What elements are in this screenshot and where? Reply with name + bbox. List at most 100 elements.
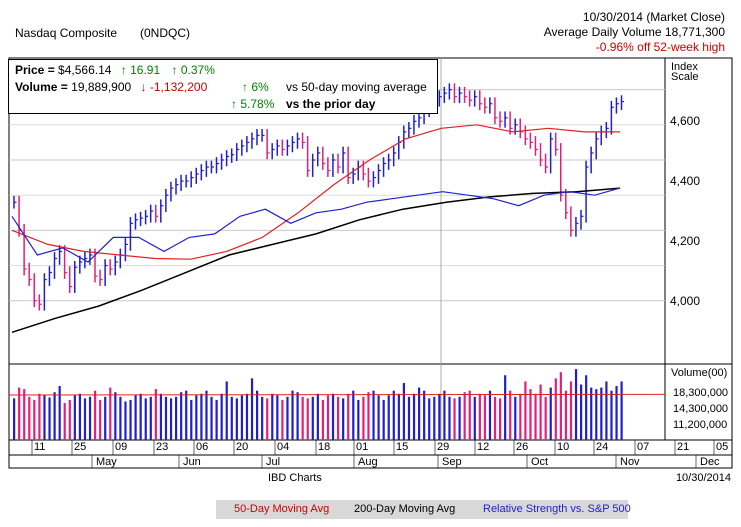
- volume-bar: [529, 389, 532, 440]
- volume-bar: [159, 393, 163, 440]
- footer-date: 10/30/2014: [675, 472, 731, 484]
- volume-bar: [331, 393, 335, 440]
- volume-bar: [225, 381, 228, 440]
- index-scale-label: Index Scale: [671, 61, 699, 83]
- stats-box: Price = $4,566.14 ↑ 16.91 ↑ 0.37% Volume…: [8, 59, 438, 114]
- volume-bar: [463, 392, 466, 440]
- source-label: IBD Charts: [268, 472, 322, 484]
- volume-bar: [83, 398, 87, 440]
- price-change: 16.91: [130, 63, 161, 77]
- volume-bar: [605, 381, 608, 440]
- rs-line: [11, 187, 621, 263]
- volume-bar: [347, 393, 350, 440]
- ma200-line: [11, 187, 621, 334]
- volume-bar: [63, 403, 66, 440]
- volume-bar: [256, 390, 259, 440]
- volume-bar: [119, 396, 122, 440]
- volume-bar: [23, 389, 26, 440]
- volume-bar: [418, 387, 421, 440]
- x-day-label: 23: [156, 441, 169, 453]
- volume-bar: [99, 399, 102, 440]
- volume-bar: [423, 390, 426, 440]
- volume-bar: [114, 392, 117, 440]
- x-day-label: 20: [236, 441, 249, 453]
- volume-bar: [478, 393, 481, 440]
- volume-bar: [362, 396, 365, 440]
- volume-label: Volume =: [15, 80, 68, 94]
- price-value: $4,566.14: [58, 63, 112, 77]
- volume-bar: [412, 393, 416, 440]
- volume-bar: [33, 399, 36, 440]
- volume-bar: [149, 396, 152, 440]
- x-day-label: 06: [196, 441, 209, 453]
- volume-bar: [58, 386, 61, 440]
- volume-bar: [109, 387, 112, 440]
- y-tick-4000: 4,000: [670, 294, 701, 308]
- volume-bar: [615, 386, 618, 440]
- volume-axis-title: Volume(00): [671, 367, 728, 379]
- vs50-pct: 6%: [251, 80, 269, 94]
- date-line: 10/30/2014 (Market Close): [582, 10, 725, 24]
- volume-bar: [18, 387, 21, 440]
- y-tick-4600: 4,600: [670, 114, 701, 128]
- volume-bar: [483, 395, 487, 440]
- volume-bar: [524, 381, 527, 440]
- volume-bar: [271, 393, 274, 440]
- volume-bar: [559, 372, 562, 440]
- volume-bar: [595, 389, 598, 440]
- volume-bar: [175, 396, 178, 440]
- volume-bar: [453, 398, 456, 440]
- chart-frame: [8, 57, 733, 469]
- volume-bar: [585, 375, 588, 440]
- x-month-label: Sep: [442, 456, 462, 468]
- x-day-label: 10: [557, 441, 570, 453]
- x-day-label: 15: [396, 441, 409, 453]
- x-day-label: 05: [716, 441, 729, 453]
- volume-bar: [580, 384, 583, 440]
- volume-bar: [124, 401, 127, 440]
- volume-bar: [240, 395, 244, 440]
- volume-bar: [342, 398, 345, 440]
- volume-bar: [245, 393, 249, 440]
- avg-volume-line: Average Daily Volume 18,771,300: [543, 25, 725, 39]
- volume-bar: [590, 387, 593, 440]
- x-day-label: 01: [356, 441, 369, 453]
- volume-bar: [493, 396, 497, 440]
- volume-bar: [129, 399, 132, 440]
- price-change-pct: 0.37%: [180, 63, 215, 77]
- x-month-label: May: [96, 456, 117, 468]
- price-label: Price =: [15, 63, 55, 77]
- volume-bar: [549, 387, 552, 440]
- volume-bar: [569, 381, 573, 440]
- vol-tick-11200000: 11,200,000: [673, 419, 728, 431]
- volume-bar: [190, 399, 193, 440]
- volume-bar: [544, 396, 547, 440]
- volume-bar: [504, 375, 507, 440]
- volume-bar: [564, 390, 568, 440]
- vsprior-text: vs the prior day: [286, 97, 376, 111]
- volume-bar: [443, 390, 446, 440]
- x-day-label: 12: [477, 441, 490, 453]
- volume-bar: [519, 393, 522, 440]
- volume-bar: [220, 393, 223, 440]
- x-day-label: 18: [318, 441, 331, 453]
- volume-bar: [306, 398, 309, 440]
- volume-bar: [488, 390, 492, 440]
- volume-bar: [205, 390, 208, 440]
- volume-bar: [104, 396, 107, 440]
- index-symbol: (0NDQC): [140, 26, 190, 40]
- volume-bar: [574, 369, 578, 440]
- volume-bar: [230, 396, 233, 440]
- vsprior-pct: 5.78%: [240, 97, 275, 111]
- index-name: Nasdaq Composite: [15, 26, 118, 40]
- volume-bar: [286, 396, 289, 440]
- legend-ma200: 200-Day Moving Avg: [354, 503, 456, 515]
- volume-bar: [326, 395, 330, 440]
- ma50-line: [11, 124, 620, 260]
- volume-bar: [195, 395, 198, 440]
- volume-bar: [13, 398, 16, 440]
- volume-bar: [301, 396, 304, 440]
- x-day-label: 07: [637, 441, 650, 453]
- volume-bar: [600, 387, 603, 440]
- up-arrow-icon: ↑: [242, 80, 248, 94]
